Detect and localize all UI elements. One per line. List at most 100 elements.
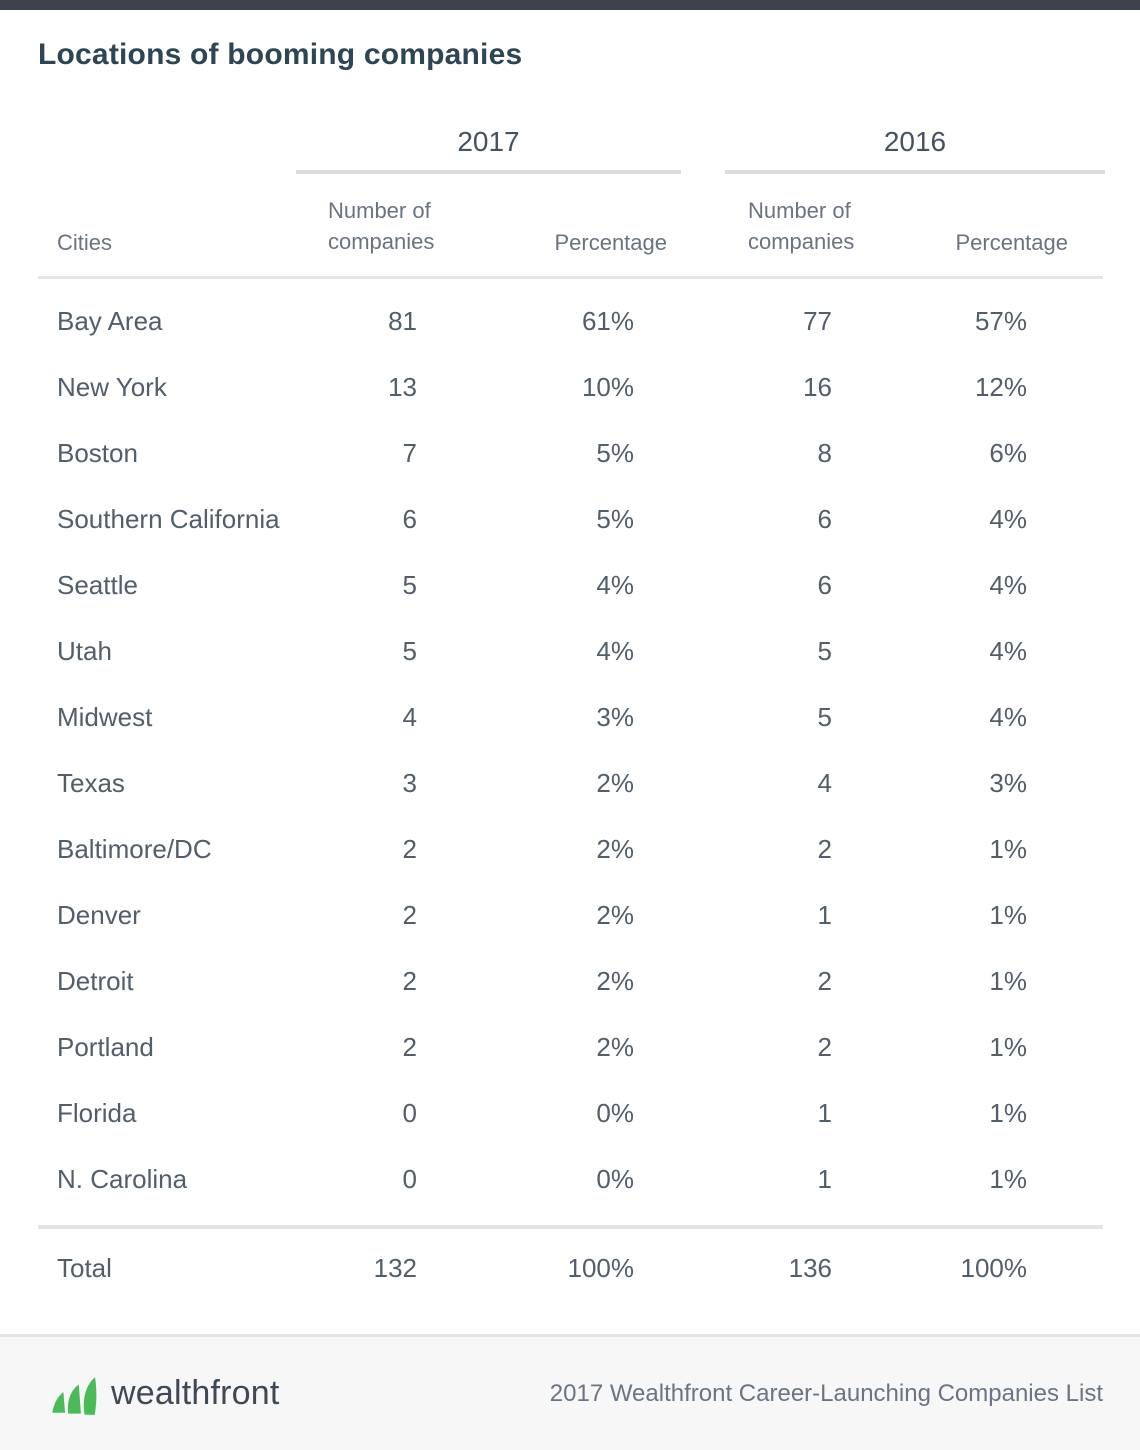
companies-2016-cell: 8 [817,437,832,468]
companies-2016-cell: 2 [817,965,832,996]
companies-2017-cell: 5 [402,635,417,666]
city-cell: Texas [57,767,125,798]
city-cell: Midwest [57,701,153,732]
year-header-2017: 2017 [457,126,520,157]
companies-2016-cell: 1 [817,1097,832,1128]
companies-2016-cell: 1 [817,899,832,930]
total-divider [38,1225,1103,1229]
city-cell: Seattle [57,569,138,600]
total-label: Total [57,1252,112,1283]
wealthfront-logo-icon [52,1376,97,1415]
total-percentage-2016: 100% [960,1252,1028,1283]
page-title: Locations of booming companies [38,38,523,71]
companies-2017-cell: 2 [402,833,417,864]
companies-2017-cell: 5 [402,569,417,600]
footer-caption: 2017 Wealthfront Career-Launching Compan… [549,1379,1103,1407]
companies-2017-cell: 0 [402,1163,417,1194]
table-row: Utah 5 4% 5 4% [38,618,1103,684]
percentage-2017-cell: 2% [596,965,634,996]
top-accent-bar [0,0,1140,10]
companies-2016-cell: 5 [817,701,832,732]
city-cell: Florida [57,1097,137,1128]
table-row: Florida 0 0% 1 1% [38,1080,1103,1146]
table-row: New York 13 10% 16 12% [38,354,1103,420]
total-percentage-2017: 100% [567,1252,635,1283]
companies-2017-cell: 2 [402,965,417,996]
column-header-2017-percentage: Percentage [554,230,667,255]
table-row: N. Carolina 0 0% 1 1% [38,1146,1103,1212]
percentage-2017-cell: 5% [596,437,634,468]
year-header-2016: 2016 [883,126,947,157]
companies-2017-cell: 3 [402,767,417,798]
percentage-2017-cell: 2% [596,899,634,930]
percentage-2017-cell: 10% [581,371,634,402]
companies-2016-cell: 2 [817,1031,832,1062]
percentage-2016-cell: 1% [989,899,1027,930]
companies-2016-cell: 1 [817,1163,832,1194]
percentage-2016-cell: 1% [989,1031,1027,1062]
percentage-2016-cell: 4% [989,635,1027,666]
percentage-2017-cell: 5% [596,503,634,534]
table-row: Denver 2 2% 1 1% [38,882,1103,948]
percentage-2017-cell: 0% [596,1163,634,1194]
percentage-2017-cell: 61% [581,305,634,336]
column-header-2016-percentage: Percentage [955,230,1068,255]
total-companies-2017: 132 [373,1252,417,1283]
header-divider [38,276,1103,279]
table-row: Portland 2 2% 2 1% [38,1014,1103,1080]
table-row: Midwest 4 3% 5 4% [38,684,1103,750]
column-header-2016-companies: Number of companies [748,198,855,254]
companies-2017-cell: 7 [402,437,417,468]
percentage-2016-cell: 1% [989,965,1027,996]
wealthfront-brand: wealthfront [47,1370,280,1418]
companies-2017-cell: 4 [402,701,417,732]
city-cell: Baltimore/DC [57,833,212,864]
percentage-2017-cell: 4% [596,635,634,666]
companies-2017-cell: 2 [402,899,417,930]
city-cell: Southern California [57,503,280,534]
companies-2017-cell: 0 [402,1097,417,1128]
companies-2017-cell: 2 [402,1031,417,1062]
percentage-2016-cell: 3% [989,767,1027,798]
city-cell: New York [57,371,167,402]
footer: wealthfront 2017 Wealthfront Career-Laun… [0,1334,1140,1450]
table-body: Bay Area 81 61% 77 57% New York 13 10% 1… [38,288,1103,1212]
percentage-2017-cell: 2% [596,833,634,864]
percentage-2017-cell: 2% [596,767,634,798]
column-header-cities: Cities [57,230,113,255]
table-row: Baltimore/DC 2 2% 2 1% [38,816,1103,882]
percentage-2016-cell: 57% [974,305,1027,336]
companies-2016-cell: 77 [803,305,832,336]
table-row: Bay Area 81 61% 77 57% [38,288,1103,354]
percentage-2017-cell: 2% [596,1031,634,1062]
companies-2016-cell: 6 [817,569,832,600]
companies-2016-cell: 5 [817,635,832,666]
percentage-2016-cell: 4% [989,503,1027,534]
companies-2017-cell: 6 [402,503,417,534]
companies-2016-cell: 2 [817,833,832,864]
table-row: Seattle 5 4% 6 4% [38,552,1103,618]
percentage-2016-cell: 4% [989,569,1027,600]
wealthfront-wordmark: wealthfront [111,1374,280,1412]
table-row: Detroit 2 2% 2 1% [38,948,1103,1014]
percentage-2016-cell: 6% [989,437,1027,468]
city-cell: N. Carolina [57,1163,188,1194]
percentage-2017-cell: 4% [596,569,634,600]
year-2017-underline [296,170,681,174]
percentage-2017-cell: 3% [596,701,634,732]
column-header-2017-companies: Number of companies [328,198,435,254]
city-cell: Denver [57,899,141,930]
city-cell: Detroit [57,965,134,996]
table-row: Texas 3 2% 4 3% [38,750,1103,816]
companies-2016-cell: 16 [803,371,832,402]
city-cell: Bay Area [57,305,163,336]
companies-2016-cell: 6 [817,503,832,534]
percentage-2016-cell: 4% [989,701,1027,732]
year-2016-underline [725,170,1105,174]
percentage-2017-cell: 0% [596,1097,634,1128]
percentage-2016-cell: 1% [989,833,1027,864]
percentage-2016-cell: 12% [974,371,1027,402]
total-row: Total 132 100% 136 100% [38,1235,1103,1301]
companies-2017-cell: 81 [388,305,417,336]
city-cell: Boston [57,437,138,468]
